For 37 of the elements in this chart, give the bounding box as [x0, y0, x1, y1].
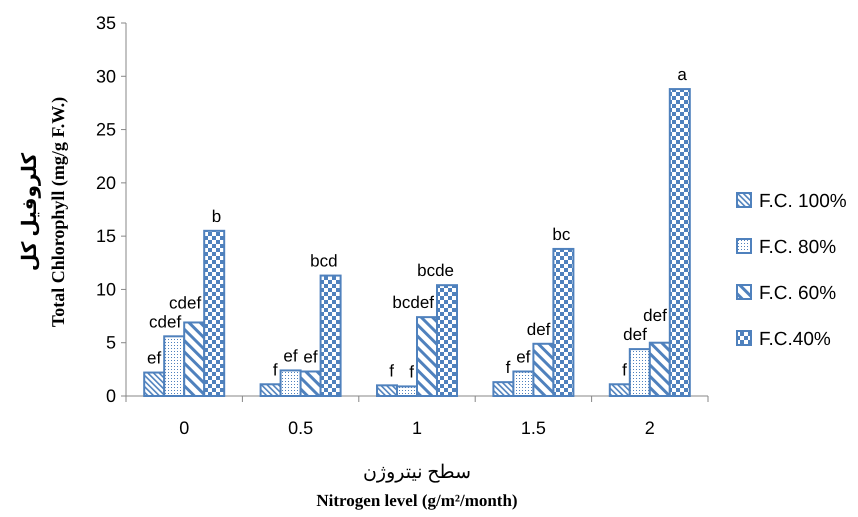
data-label: def — [643, 306, 668, 326]
data-label: def — [623, 325, 648, 344]
x-tick-label: 2 — [644, 418, 655, 438]
y-tick-label: 25 — [96, 120, 116, 140]
x-tick-label: 1 — [412, 418, 422, 438]
data-label: ef — [516, 347, 531, 366]
data-label: bcde — [417, 261, 454, 280]
x-tick-label: 0.5 — [288, 418, 314, 438]
data-label: ef — [283, 346, 298, 366]
legend-label: F.C. 100% — [759, 191, 847, 212]
data-label: f — [272, 360, 278, 380]
y-tick-label: 10 — [96, 279, 116, 300]
data-label: f — [622, 360, 628, 380]
data-label: cdef — [169, 293, 202, 312]
legend-label: F.C. 80% — [759, 237, 836, 258]
y-tick-label: 5 — [106, 332, 116, 353]
data-label: a — [677, 65, 688, 84]
y-tick-label: 35 — [96, 13, 116, 33]
data-label: f — [409, 362, 414, 382]
y-tick-label: 20 — [96, 172, 116, 193]
data-label: def — [526, 320, 551, 339]
data-label: b — [212, 206, 222, 226]
data-label: cdef — [149, 312, 182, 332]
data-label: ef — [147, 348, 162, 368]
data-label: f — [506, 358, 511, 378]
data-label: f — [389, 361, 394, 380]
legend-label: F.C. 60% — [759, 283, 836, 304]
data-label: bcdef — [392, 293, 434, 312]
data-label: ef — [303, 347, 318, 366]
y-tick-label: 30 — [96, 66, 116, 86]
data-label: bc — [552, 224, 571, 244]
legend-label: F.C.40% — [759, 329, 831, 350]
y-tick-label: 15 — [96, 226, 116, 246]
x-tick-label: 0 — [179, 418, 190, 438]
y-tick-label: 0 — [106, 386, 116, 406]
data-label: bcd — [310, 252, 338, 271]
x-tick-label: 1.5 — [520, 418, 546, 438]
